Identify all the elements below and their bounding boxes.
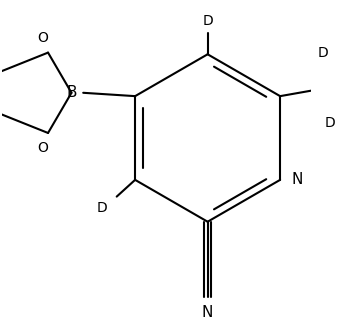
Text: D: D xyxy=(202,14,213,28)
Text: O: O xyxy=(37,141,49,155)
Text: N: N xyxy=(291,172,303,188)
Text: D: D xyxy=(318,46,328,60)
Text: O: O xyxy=(37,30,49,44)
Text: D: D xyxy=(96,201,107,215)
Text: B: B xyxy=(66,85,77,100)
Text: N: N xyxy=(202,305,213,320)
Text: D: D xyxy=(324,116,335,130)
